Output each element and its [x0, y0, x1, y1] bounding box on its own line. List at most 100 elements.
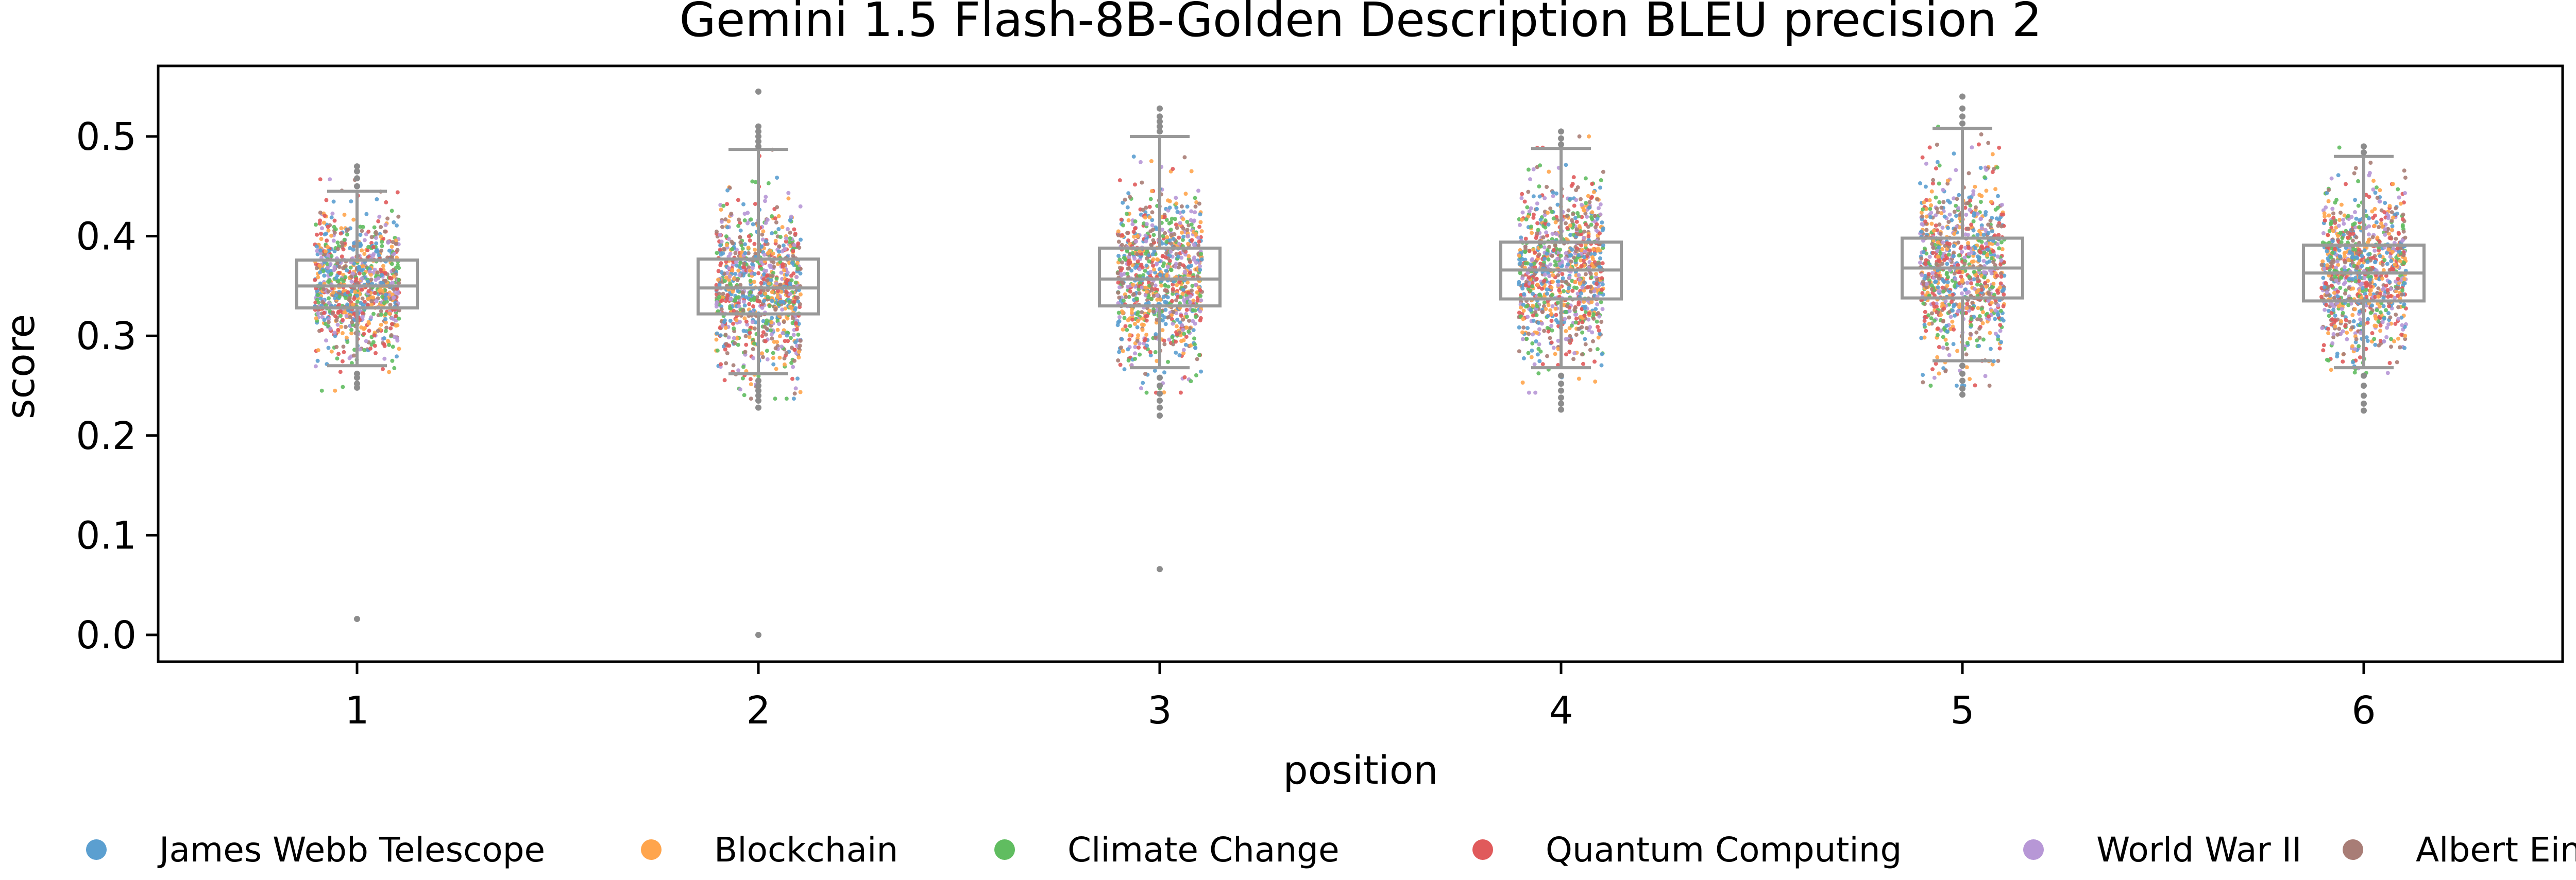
strip-point — [1135, 338, 1140, 343]
strip-point — [376, 329, 380, 333]
strip-point — [727, 274, 732, 279]
strip-point — [1571, 175, 1576, 180]
strip-point — [791, 396, 796, 401]
strip-point — [343, 275, 348, 280]
strip-point — [1517, 262, 1522, 266]
strip-point — [1149, 243, 1154, 248]
strip-point — [366, 229, 371, 234]
strip-point — [1566, 208, 1571, 213]
strip-point — [1924, 207, 1928, 211]
strip-point — [1521, 317, 1526, 321]
strip-point — [320, 300, 325, 304]
strip-point — [1982, 275, 1987, 280]
strip-point — [736, 268, 741, 273]
strip-point — [1986, 290, 1991, 295]
strip-point — [752, 241, 757, 246]
strip-point — [738, 261, 743, 265]
strip-point — [1534, 339, 1538, 343]
strip-point — [1959, 284, 1963, 289]
strip-point — [1957, 213, 1962, 217]
strip-point — [1986, 141, 1991, 145]
strip-point — [1154, 262, 1159, 267]
strip-point — [381, 264, 385, 268]
strip-point — [1187, 254, 1191, 258]
strip-point — [740, 250, 744, 254]
strip-point — [1991, 238, 1995, 243]
strip-point — [1968, 332, 1973, 336]
strip-point — [372, 343, 377, 348]
strip-point — [1591, 265, 1596, 269]
strip-point — [1121, 349, 1125, 353]
strip-point — [718, 333, 723, 338]
strip-point — [1927, 254, 1932, 259]
strip-point — [384, 292, 388, 297]
strip-point — [1575, 232, 1580, 236]
strip-point — [313, 278, 317, 282]
strip-point — [1538, 163, 1543, 168]
strip-point — [1976, 142, 1981, 147]
strip-point — [793, 340, 798, 344]
strip-point — [1582, 236, 1586, 240]
strip-point — [770, 299, 774, 303]
strip-point — [315, 249, 319, 253]
strip-point — [2350, 313, 2355, 317]
strip-point — [1543, 272, 1547, 277]
strip-point — [1186, 290, 1191, 295]
strip-point — [1581, 361, 1585, 366]
strip-point — [1567, 309, 1572, 314]
strip-point — [715, 331, 719, 336]
strip-point — [1546, 303, 1551, 307]
strip-point — [1529, 308, 1533, 313]
strip-point — [1191, 308, 1195, 313]
strip-point — [738, 387, 742, 392]
strip-point — [1583, 176, 1588, 181]
strip-point — [1521, 308, 1526, 313]
strip-point — [1587, 200, 1592, 204]
strip-point — [1938, 232, 1943, 236]
strip-point — [779, 344, 784, 349]
strip-point — [730, 247, 735, 251]
strip-point — [1966, 240, 1971, 245]
strip-point — [371, 245, 376, 249]
strip-point — [784, 351, 789, 355]
strip-point — [1580, 320, 1585, 324]
strip-point — [1168, 228, 1173, 232]
strip-point — [396, 214, 401, 219]
strip-point — [1136, 259, 1140, 264]
strip-point — [1549, 312, 1554, 316]
strip-point — [326, 253, 331, 258]
strip-point — [1985, 261, 1989, 265]
strip-point — [798, 338, 803, 343]
strip-point — [1586, 234, 1591, 238]
strip-point — [1952, 327, 1956, 332]
strip-point — [1194, 261, 1198, 265]
strip-point — [2002, 287, 2006, 291]
strip-point — [724, 275, 728, 280]
strip-point — [1960, 250, 1964, 254]
strip-point — [1989, 256, 1994, 261]
strip-point — [777, 322, 782, 326]
strip-point — [324, 198, 329, 202]
strip-point — [392, 220, 396, 225]
strip-point — [742, 303, 747, 308]
strip-point — [1138, 352, 1142, 357]
strip-point — [1521, 325, 1526, 330]
strip-point — [1974, 205, 1978, 210]
strip-point — [1934, 213, 1938, 218]
strip-point — [1920, 222, 1924, 227]
strip-point — [1583, 337, 1587, 341]
strip-point — [1589, 275, 1594, 280]
strip-point — [1920, 155, 1925, 160]
strip-point — [1196, 243, 1201, 248]
strip-point — [1144, 318, 1149, 323]
strip-point — [1175, 317, 1180, 322]
strip-point — [786, 191, 791, 195]
strip-point — [339, 324, 344, 329]
strip-point — [2382, 316, 2386, 321]
strip-point — [743, 251, 748, 255]
strip-point — [358, 233, 363, 237]
strip-point — [1970, 301, 1975, 305]
strip-point — [761, 319, 766, 323]
strip-point — [1188, 258, 1192, 263]
